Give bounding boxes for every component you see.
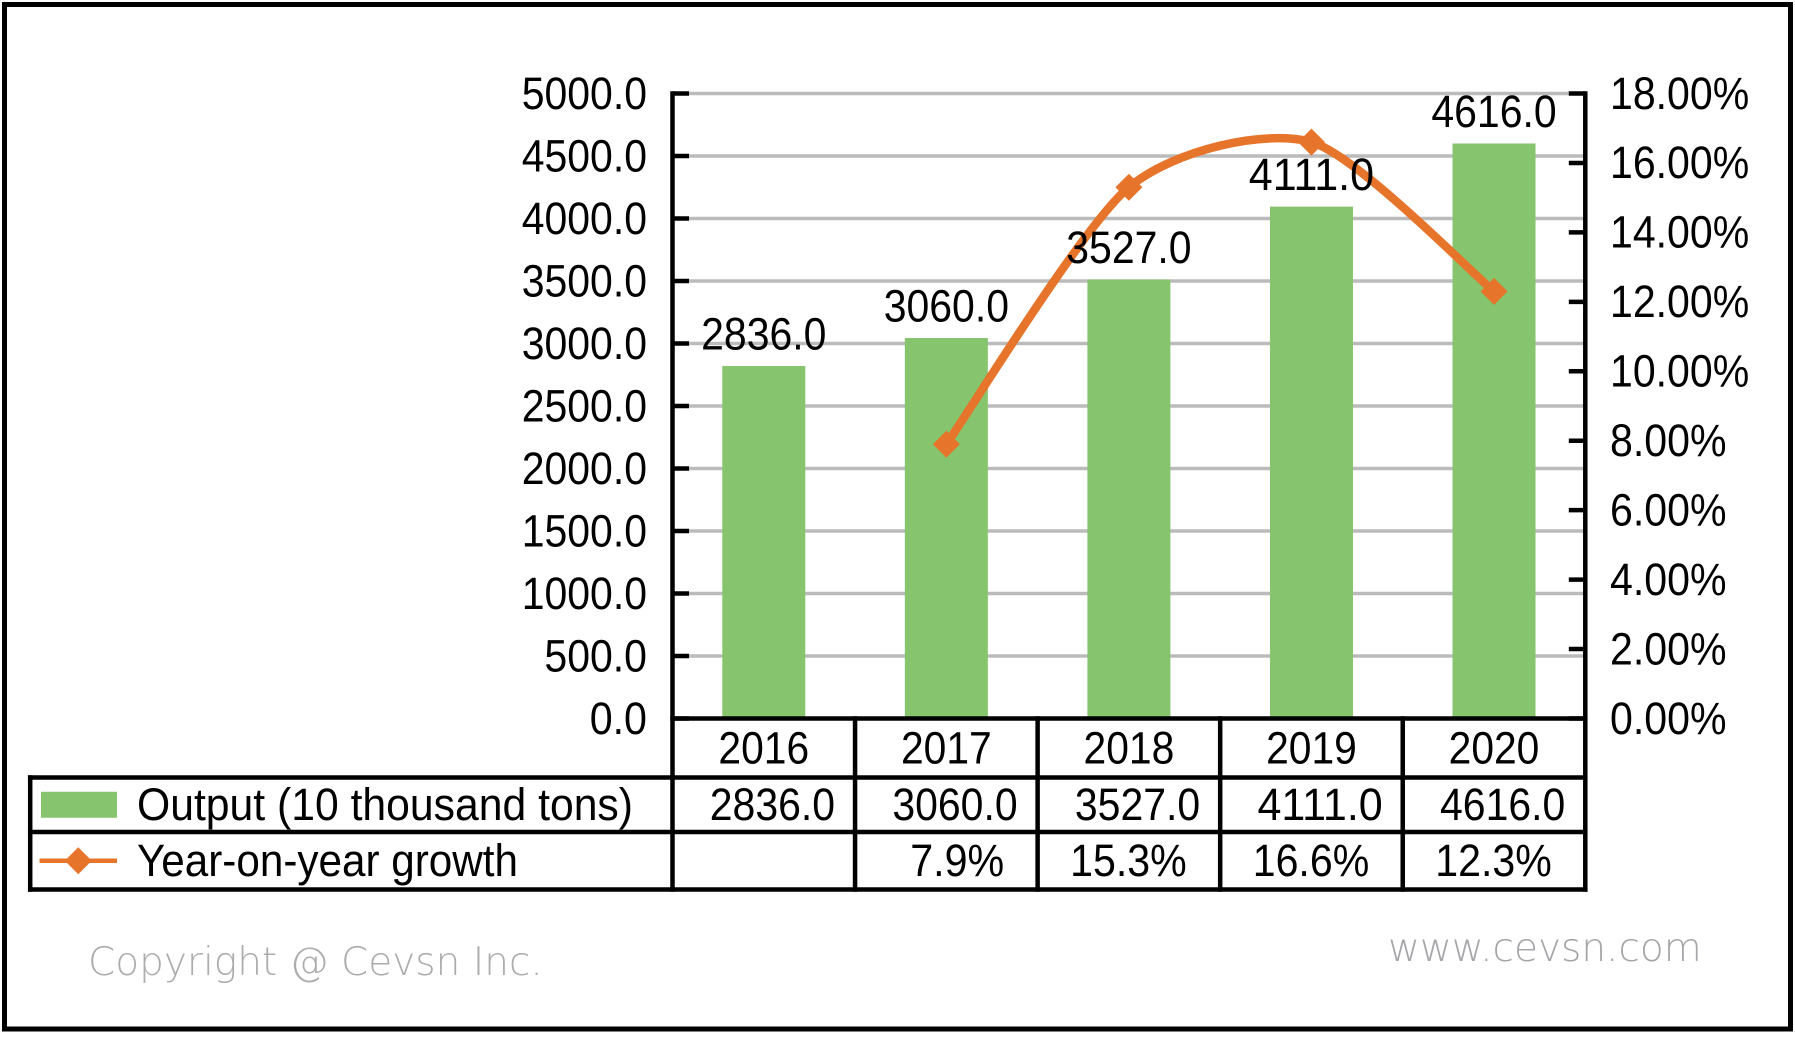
right-axis-label: 14.00% bbox=[1610, 207, 1749, 258]
category-label: 2019 bbox=[1266, 722, 1357, 773]
right-axis-label: 12.00% bbox=[1610, 276, 1749, 327]
left-axis-label: 1500.0 bbox=[522, 505, 647, 556]
table-growth-value: 16.6% bbox=[1253, 835, 1370, 886]
table-output-value: 4111.0 bbox=[1257, 779, 1382, 830]
bar-data-label: 2836.0 bbox=[701, 308, 826, 359]
left-axis-label: 500.0 bbox=[544, 630, 647, 681]
table-output-value: 3527.0 bbox=[1075, 779, 1200, 830]
bar-2016 bbox=[722, 366, 806, 721]
category-label: 2017 bbox=[901, 722, 992, 773]
growth-line bbox=[942, 133, 1499, 449]
left-axis-label: 5000.0 bbox=[522, 68, 647, 119]
right-axis-label: 8.00% bbox=[1610, 415, 1727, 466]
left-axis-label: 0.0 bbox=[590, 693, 647, 744]
website-text: www.cevsn.com bbox=[1388, 926, 1702, 971]
growth-marker bbox=[932, 430, 960, 458]
bar-2019 bbox=[1269, 206, 1353, 721]
left-axis-label: 2000.0 bbox=[522, 443, 647, 494]
category-label: 2018 bbox=[1084, 722, 1175, 773]
bar-data-label: 3527.0 bbox=[1066, 222, 1191, 273]
growth-marker bbox=[1115, 173, 1143, 201]
legend-line-marker bbox=[64, 847, 92, 875]
left-axis-label: 4000.0 bbox=[522, 193, 647, 244]
left-axis-label: 4500.0 bbox=[522, 130, 647, 181]
table-output-value: 3060.0 bbox=[892, 779, 1017, 830]
table-growth-value: 15.3% bbox=[1070, 835, 1187, 886]
category-label: 2020 bbox=[1449, 722, 1540, 773]
table-output-value: 2836.0 bbox=[710, 779, 835, 830]
left-axis-label: 3000.0 bbox=[522, 318, 647, 369]
right-axis-label: 10.00% bbox=[1610, 346, 1749, 397]
legend-line-label: Year-on-year growth bbox=[137, 835, 518, 886]
right-axis-label: 6.00% bbox=[1610, 484, 1727, 535]
right-axis-label: 16.00% bbox=[1610, 137, 1749, 188]
bar-2020 bbox=[1452, 143, 1536, 721]
table-growth-value: 7.9% bbox=[910, 835, 1004, 886]
copyright-text: Copyright @ Cevsn Inc. bbox=[88, 940, 543, 985]
bar-2018 bbox=[1087, 279, 1171, 721]
table-growth-value: 12.3% bbox=[1435, 835, 1552, 886]
right-axis-label: 18.00% bbox=[1610, 68, 1749, 119]
left-axis-label: 1000.0 bbox=[522, 568, 647, 619]
bar-data-label: 3060.0 bbox=[884, 280, 1009, 331]
right-axis-label: 4.00% bbox=[1610, 554, 1727, 605]
bar-data-label: 4616.0 bbox=[1431, 86, 1556, 137]
growth-marker bbox=[1480, 277, 1508, 305]
legend-bar-label: Output (10 thousand tons) bbox=[137, 779, 633, 830]
bar-data-label: 4111.0 bbox=[1249, 149, 1374, 200]
legend-bar-swatch bbox=[41, 791, 117, 818]
left-axis-label: 3500.0 bbox=[522, 255, 647, 306]
category-label: 2016 bbox=[718, 722, 809, 773]
right-axis-label: 0.00% bbox=[1610, 693, 1727, 744]
table-output-value: 4616.0 bbox=[1440, 779, 1565, 830]
growth-marker bbox=[1297, 128, 1325, 156]
left-axis-label: 2500.0 bbox=[522, 380, 647, 431]
right-axis-label: 2.00% bbox=[1610, 623, 1727, 674]
